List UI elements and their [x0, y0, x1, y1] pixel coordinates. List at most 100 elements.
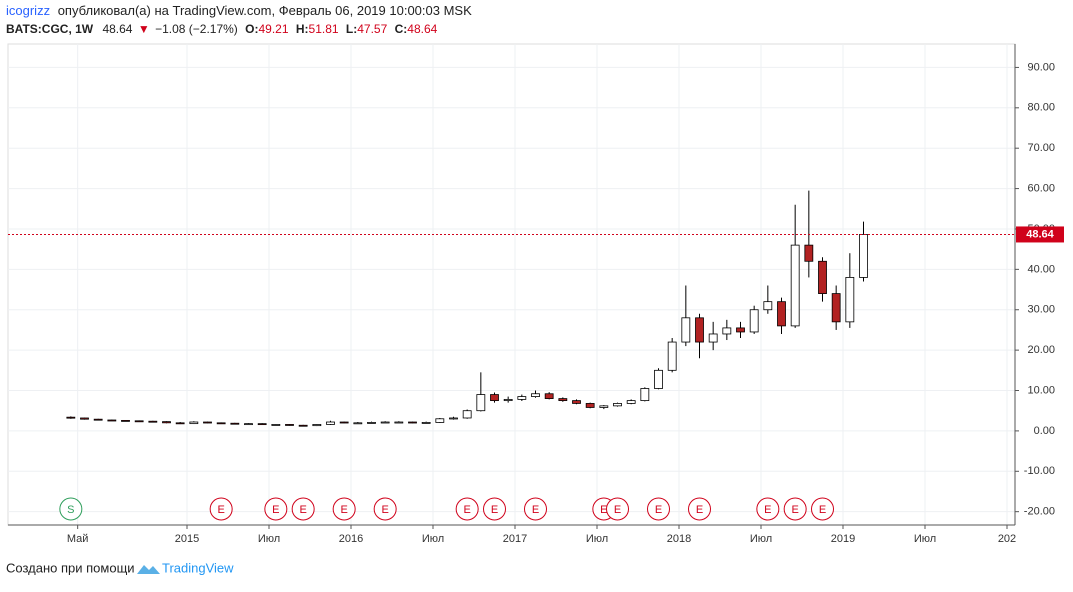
c-label: C:: [395, 22, 408, 36]
candle-body: [421, 422, 431, 424]
y-tick-label: -20.00: [1024, 506, 1055, 518]
candle-body: [708, 333, 718, 343]
event-marker: [332, 497, 356, 521]
x-tick-label: Июл: [750, 533, 772, 545]
candle-body: [667, 341, 677, 371]
x-tick-label: 2015: [175, 533, 199, 545]
quote-line: BATS:CGC, 1W 48.64 ▼ −1.08 (−2.17%) O:49…: [6, 22, 438, 36]
footer-brand[interactable]: TradingView: [162, 560, 234, 575]
candle-body: [244, 423, 253, 426]
candle-body: [216, 422, 226, 425]
candle-body: [107, 419, 117, 422]
candle-body: [449, 417, 458, 420]
x-tick-label: 2018: [667, 533, 691, 545]
candle-body: [476, 394, 486, 412]
y-tick-label: 80.00: [1027, 102, 1055, 114]
y-tick-label: 60.00: [1027, 182, 1055, 194]
event-label: S: [67, 504, 74, 516]
candle-body: [298, 424, 308, 427]
candle-body: [285, 424, 294, 426]
candle-body: [585, 403, 595, 408]
candle-body: [175, 422, 185, 425]
candle-body: [531, 393, 540, 397]
x-tick-label: 2016: [339, 533, 363, 545]
candle-body: [326, 421, 335, 425]
event-label: E: [655, 504, 662, 516]
event-marker: [811, 497, 834, 521]
y-tick-label: 40.00: [1027, 263, 1055, 275]
y-tick-label: 30.00: [1027, 304, 1055, 316]
candle-body: [626, 400, 636, 404]
h-label: H:: [296, 22, 309, 36]
x-tick-label: 2019: [831, 533, 855, 545]
plot-frame: [7, 43, 1016, 526]
candle-body: [353, 422, 363, 425]
event-label: E: [791, 504, 798, 516]
candle-body: [380, 421, 390, 424]
price-label: 48.64: [1026, 228, 1054, 240]
candle-body: [749, 309, 759, 333]
candle-body: [408, 421, 417, 424]
candle-body: [845, 277, 855, 323]
candle-body: [189, 421, 199, 425]
candle-body: [66, 416, 76, 419]
event-marker: [291, 497, 315, 521]
candle-body: [831, 293, 841, 323]
candle-body: [722, 327, 732, 335]
candle-body: [654, 369, 663, 389]
candle-body: [790, 244, 800, 327]
event-marker: [688, 497, 711, 521]
event-marker: [209, 497, 233, 521]
x-tick-label: 202: [998, 533, 1016, 545]
candle-body: [435, 418, 445, 423]
event-label: E: [463, 504, 470, 516]
down-arrow: ▼: [138, 22, 150, 36]
user[interactable]: icogrizz: [6, 3, 50, 18]
event-label: E: [696, 504, 703, 516]
candle-body: [134, 420, 144, 423]
event-label: E: [600, 504, 607, 516]
event-marker: [756, 497, 780, 521]
candle-body: [599, 405, 609, 408]
x-tick-label: Июл: [586, 533, 608, 545]
candle-body: [681, 317, 691, 343]
candle-body: [572, 400, 581, 404]
event-marker: [483, 497, 506, 521]
y-tick-label: 70.00: [1027, 142, 1055, 154]
candle-body: [80, 417, 89, 420]
tv-logo: [137, 565, 160, 574]
candle-body: [736, 327, 745, 333]
event-label: E: [381, 504, 388, 516]
candle-body: [162, 421, 171, 424]
price: 48.64: [102, 22, 132, 36]
event-label: E: [340, 504, 347, 516]
candle-body: [804, 244, 814, 262]
event-label: E: [491, 504, 498, 516]
l: 47.57: [357, 22, 387, 36]
event-label: E: [272, 504, 279, 516]
event-marker: [524, 497, 547, 521]
candle-body: [312, 424, 322, 427]
candle-body: [203, 421, 212, 424]
price-label-box: [1016, 226, 1064, 243]
h: 51.81: [309, 22, 339, 36]
y-tick-label: 20.00: [1027, 344, 1055, 356]
candle-body: [121, 419, 130, 422]
y-tick-label: -10.00: [1024, 465, 1055, 477]
candle-body: [517, 396, 527, 400]
candle-body: [777, 301, 786, 327]
y-tick-label: 10.00: [1027, 384, 1055, 396]
c: 48.64: [407, 22, 437, 36]
x-tick-label: Июл: [258, 533, 280, 545]
candle-body: [544, 393, 554, 399]
event-marker: [264, 497, 288, 521]
candle-body: [640, 388, 650, 402]
header-line: icogrizz опубликовал(а) на TradingView.c…: [6, 3, 472, 18]
y-tick-label: 90.00: [1027, 61, 1055, 73]
footer-text: Создано при помощи: [6, 560, 135, 575]
y-tick-label: 0.00: [1034, 425, 1055, 437]
x-tick-label: Июл: [422, 533, 444, 545]
candle-body: [695, 317, 704, 343]
